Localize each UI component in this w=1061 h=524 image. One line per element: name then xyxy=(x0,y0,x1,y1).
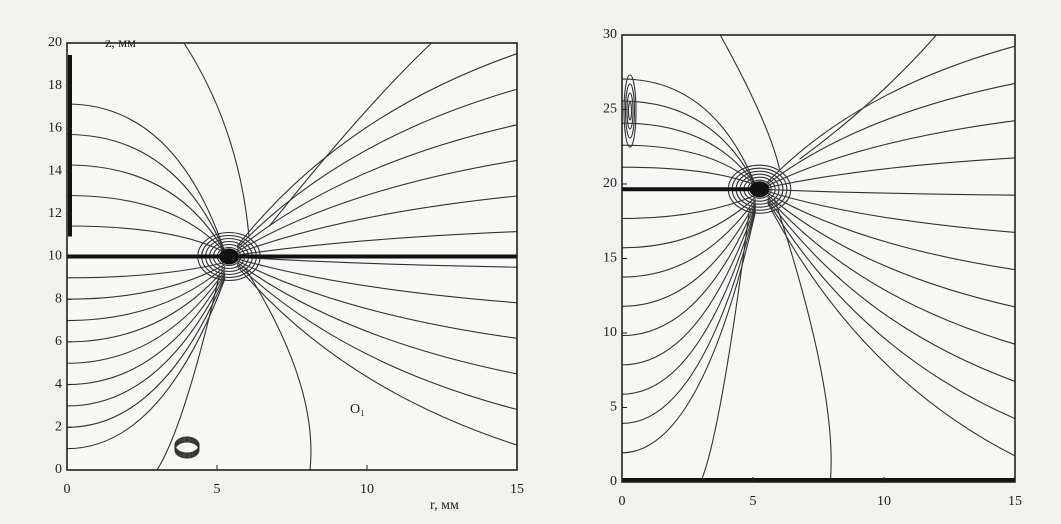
contour-line xyxy=(236,265,518,446)
contour-line xyxy=(236,260,518,339)
contour-line xyxy=(66,133,226,253)
y-tick-label: 20 xyxy=(48,35,62,50)
contour-line xyxy=(236,53,518,247)
contour-line xyxy=(621,207,757,395)
contour-line xyxy=(236,256,518,268)
contour-line xyxy=(268,42,432,227)
annotation: O₁ xyxy=(350,402,365,417)
contour-line xyxy=(66,225,226,253)
y-tick-label: 16 xyxy=(48,121,62,136)
contour-line xyxy=(621,100,757,186)
contour-core xyxy=(624,83,636,139)
x-tick-label: 5 xyxy=(750,494,757,509)
contour-core xyxy=(623,74,637,148)
contour-line xyxy=(66,270,226,364)
y-tick-label: 30 xyxy=(603,27,617,42)
contour-line xyxy=(66,103,226,253)
y-tick-label: 18 xyxy=(48,78,62,93)
y-tick-label: 10 xyxy=(603,325,617,340)
x-tick-label: 0 xyxy=(619,494,626,509)
contour-core xyxy=(174,436,200,454)
contour-line xyxy=(767,194,1016,308)
contour-line xyxy=(243,266,312,471)
contour-line xyxy=(66,261,226,279)
contour-line xyxy=(767,120,1016,187)
contour-core xyxy=(627,101,633,121)
x-tick-label: 15 xyxy=(510,482,524,497)
contour-line xyxy=(700,209,751,483)
contour-line xyxy=(66,268,226,343)
contour-line xyxy=(621,78,757,186)
y-tick-label: 2 xyxy=(55,420,62,435)
contour-line xyxy=(236,261,518,375)
contour-line xyxy=(236,88,518,249)
x-axis-label: r, мм xyxy=(430,498,459,513)
contour-line xyxy=(236,231,518,256)
contour-line xyxy=(767,157,1016,189)
y-tick-label: 4 xyxy=(55,377,62,392)
contour-line xyxy=(767,45,1016,183)
contour-line xyxy=(621,194,756,220)
y-tick-label: 15 xyxy=(603,251,617,266)
contour-line xyxy=(156,276,220,471)
y-tick-label: 14 xyxy=(48,163,62,178)
contour-line xyxy=(621,203,757,337)
contour-line xyxy=(236,263,518,411)
contour-line xyxy=(767,202,1016,457)
x-tick-label: 10 xyxy=(877,494,891,509)
contour-line xyxy=(719,34,781,170)
x-tick-label: 0 xyxy=(64,482,71,497)
contour-line xyxy=(236,258,518,304)
contour-line xyxy=(66,274,226,407)
contour-line xyxy=(767,190,1016,233)
contour-line xyxy=(767,200,1016,420)
contour-line xyxy=(621,200,757,307)
contour-line xyxy=(774,199,832,483)
y-tick-label: 10 xyxy=(48,249,62,264)
x-tick-label: 5 xyxy=(214,482,221,497)
contour-line xyxy=(767,82,1016,185)
contour-line xyxy=(621,209,757,424)
contour-line xyxy=(767,196,1016,345)
contour-line xyxy=(66,276,226,428)
contour-line xyxy=(621,211,757,454)
contour-line xyxy=(236,195,518,254)
contour-line xyxy=(66,266,226,322)
contour-line xyxy=(66,272,226,386)
contour-line xyxy=(621,205,757,366)
y-tick-label: 20 xyxy=(603,176,617,191)
y-tick-label: 12 xyxy=(48,206,62,221)
contour-line xyxy=(66,164,226,253)
x-tick-label: 15 xyxy=(1008,494,1022,509)
y-tick-label: 5 xyxy=(610,400,617,415)
contour-line xyxy=(799,34,937,160)
contour-line xyxy=(236,159,518,253)
y-tick-label: 6 xyxy=(55,334,62,349)
y-tick-label: 0 xyxy=(55,462,62,477)
contour-line xyxy=(621,198,756,278)
y-tick-label: 25 xyxy=(603,102,617,117)
x-tick-label: 10 xyxy=(360,482,374,497)
y-tick-label: 8 xyxy=(55,291,62,306)
contour-line xyxy=(767,198,1016,382)
y-tick-label: 0 xyxy=(610,474,617,489)
contour-line xyxy=(767,192,1016,271)
contour-line xyxy=(183,42,250,237)
contour-core xyxy=(626,92,634,130)
contour-line xyxy=(236,124,518,251)
contour-line xyxy=(621,166,756,186)
contour-line xyxy=(621,144,756,186)
contour-line xyxy=(621,196,756,249)
y-axis-label: z, мм xyxy=(105,36,136,51)
